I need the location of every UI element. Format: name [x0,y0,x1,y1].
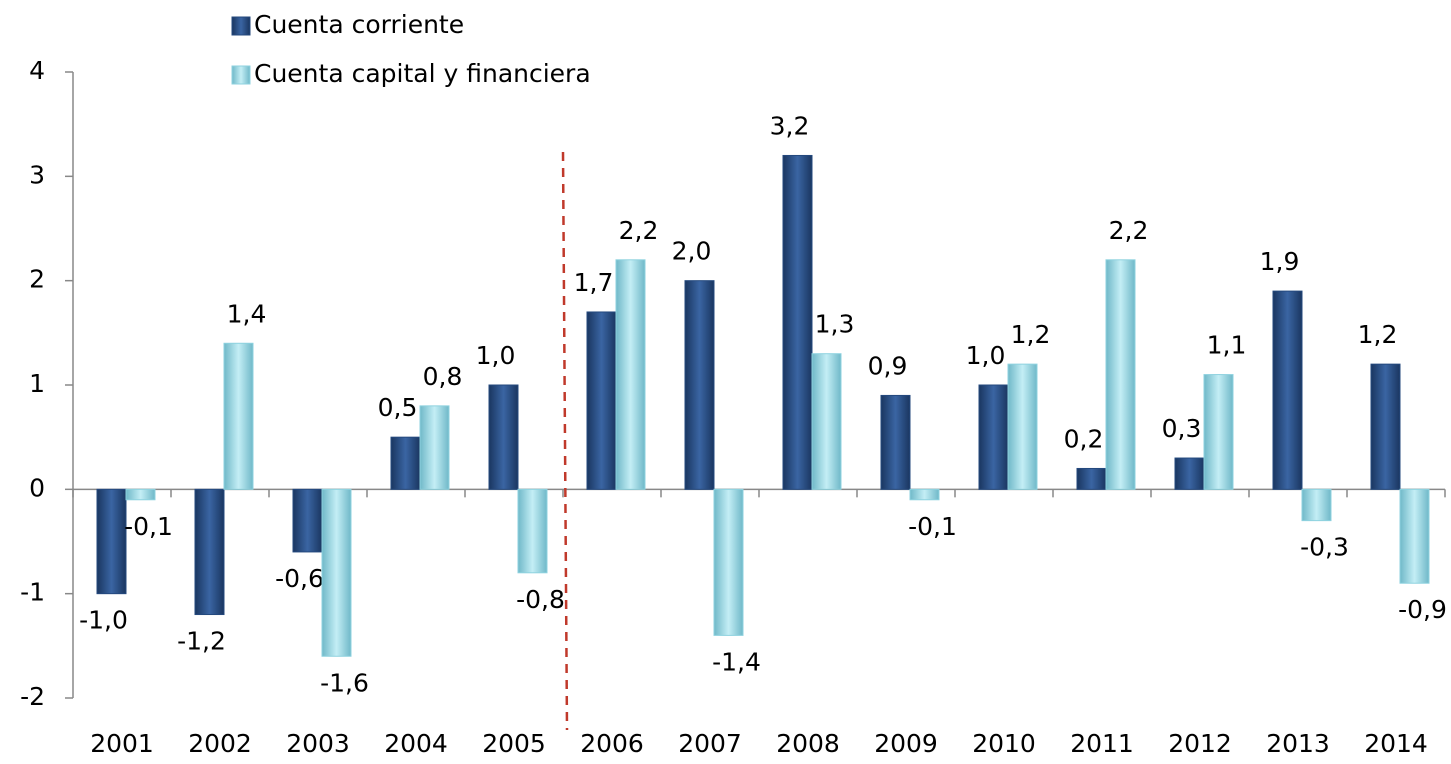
bar [880,394,911,490]
bar [1076,467,1107,490]
bar [1301,488,1332,522]
value-label: 1,7 [574,268,614,297]
value-label: 2,2 [1109,216,1149,245]
bar [811,353,842,490]
legend-swatch [231,65,251,85]
value-label: 1,9 [1260,247,1300,276]
value-label: 1,0 [476,341,516,370]
value-label: 1,2 [1358,320,1398,349]
bar [390,436,421,490]
y-tick-label: 0 [29,473,45,502]
value-label: -1,6 [320,668,369,697]
x-tick-label: 2010 [972,729,1036,758]
bar [909,488,940,501]
bar [125,488,156,501]
value-label: 2,0 [672,237,712,266]
legend-swatch [231,16,251,36]
x-tick-label: 2004 [384,729,448,758]
bar [517,488,548,574]
x-tick-label: 2012 [1168,729,1232,758]
value-label: 1,3 [815,310,855,339]
legend-label: Cuenta corriente [254,10,464,39]
x-tick-label: 2002 [188,729,252,758]
value-label: 1,4 [227,299,267,328]
x-tick-label: 2011 [1070,729,1134,758]
separator [561,151,569,731]
value-label: 1,1 [1207,331,1247,360]
legend-label: Cuenta capital y financiera [254,59,591,88]
bar [684,280,715,490]
y-tick-label: -2 [20,682,45,711]
y-tick-label: 4 [29,56,45,85]
bar [1272,290,1303,490]
bar [292,488,323,553]
value-label: 2,2 [619,216,659,245]
bar [1174,457,1205,490]
bar [194,488,225,616]
x-tick-label: 2013 [1266,729,1330,758]
bar [96,488,127,595]
value-label: -0,1 [908,512,957,541]
x-tick-label: 2009 [874,729,938,758]
bar [321,488,352,657]
bar [586,311,617,490]
bar [488,384,519,490]
x-tick-label: 2008 [776,729,840,758]
x-tick-label: 2007 [678,729,742,758]
y-tick-label: -1 [20,578,45,607]
bar [615,259,646,490]
x-tick-label: 2006 [580,729,644,758]
value-label: 0,8 [423,362,463,391]
value-label: 1,2 [1011,320,1051,349]
x-tick-label: 2005 [482,729,546,758]
bar [223,342,254,490]
value-label: 0,3 [1162,414,1202,443]
value-label: 0,9 [868,351,908,380]
y-tick-label: 1 [29,369,45,398]
bar [1007,363,1038,490]
value-label: 0,5 [378,393,418,422]
y-tick-label: 2 [29,265,45,294]
value-label: -0,1 [124,512,173,541]
value-label: -0,6 [275,564,324,593]
x-tick-label: 2003 [286,729,350,758]
bar [978,384,1009,490]
value-label: -1,4 [712,647,761,676]
bar [1105,259,1136,490]
bar [782,154,813,490]
bar [419,405,450,490]
y-tick-label: 3 [29,160,45,189]
value-label: -0,3 [1300,533,1349,562]
value-label: 3,2 [770,111,810,140]
value-label: 0,2 [1064,424,1104,453]
x-tick-label: 2001 [90,729,154,758]
value-label: -0,8 [516,585,565,614]
value-label: 1,0 [966,341,1006,370]
bar [1399,488,1430,584]
bar [1203,374,1234,490]
bar [1370,363,1401,490]
x-tick-label: 2014 [1364,729,1428,758]
value-label: -0,9 [1398,595,1447,624]
value-label: -1,0 [79,606,128,635]
bar [713,488,744,636]
value-label: -1,2 [177,627,226,656]
